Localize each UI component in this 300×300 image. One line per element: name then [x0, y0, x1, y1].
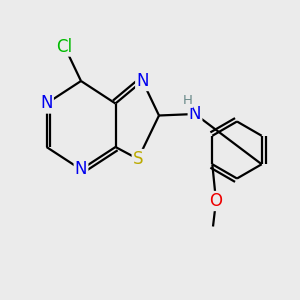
Text: N: N	[189, 105, 201, 123]
Text: Cl: Cl	[56, 38, 73, 56]
Text: N: N	[136, 72, 149, 90]
Text: O: O	[209, 192, 223, 210]
Text: H: H	[183, 94, 192, 107]
Text: N: N	[40, 94, 53, 112]
Text: S: S	[133, 150, 143, 168]
Text: N: N	[75, 160, 87, 178]
